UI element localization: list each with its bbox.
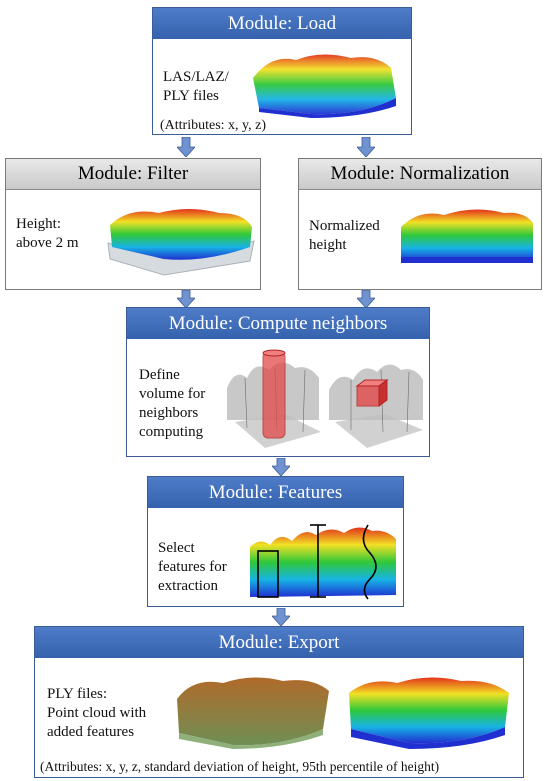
normalization-module-title: Module: Normalization <box>299 159 541 190</box>
arrow-down-icon <box>177 290 195 308</box>
features-description: Select features for extraction <box>158 540 227 594</box>
arrow-down-icon <box>272 608 290 626</box>
export-description: PLY files: Point cloud with added featur… <box>47 686 147 740</box>
load-attributes: (Attributes: x, y, z) <box>160 118 267 133</box>
normalized-point-cloud-image <box>401 209 533 263</box>
colored-feature-point-cloud-image <box>349 677 509 749</box>
sphere-neighborhood-image <box>329 364 423 448</box>
export-attributes: (Attributes: x, y, z, standard deviation… <box>40 759 440 774</box>
load-module: Module: Load LAS/LAZ/ PLY files (Attribu… <box>152 7 412 135</box>
load-description: LAS/LAZ/ PLY files <box>163 69 229 104</box>
export-module: Module: Export PLY files: Point cloud wi… <box>34 626 524 778</box>
features-module: Module: Features Select features for ext… <box>147 476 404 607</box>
filter-module-title: Module: Filter <box>6 159 260 190</box>
arrow-down-icon <box>357 137 375 157</box>
normalization-description: Normalized height <box>309 218 380 253</box>
export-module-title: Module: Export <box>35 627 523 658</box>
feature-extraction-image <box>250 524 396 600</box>
arrow-down-icon <box>357 290 375 308</box>
compute-neighbors-module: Module: Compute neighbors Define volume … <box>126 307 430 457</box>
cylinder-neighborhood-image <box>227 349 321 448</box>
arrow-down-icon <box>272 458 290 476</box>
compute-neighbors-module-title: Module: Compute neighbors <box>127 308 429 339</box>
compute-neighbors-description: Define volume for neighbors computing <box>139 367 206 440</box>
filter-module: Module: Filter Height: above 2 m <box>5 158 261 290</box>
normalization-module: Module: Normalization Normalized height <box>298 158 542 290</box>
load-module-title: Module: Load <box>153 8 411 39</box>
filter-description: Height: above 2 m <box>16 216 79 251</box>
point-cloud-image <box>253 54 396 118</box>
feature-point-cloud-image <box>177 677 329 749</box>
filtered-point-cloud-image <box>107 209 255 276</box>
arrow-down-icon <box>177 137 195 157</box>
features-module-title: Module: Features <box>148 477 403 508</box>
